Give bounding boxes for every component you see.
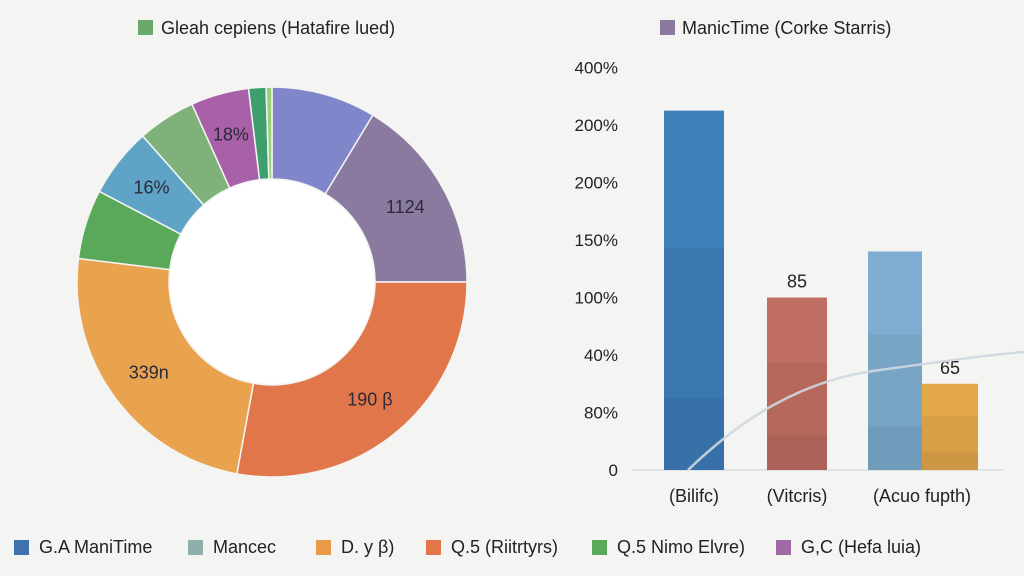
- donut-title: Gleah cepiens (Hatafire lued): [161, 18, 395, 38]
- bar-shade: [868, 426, 922, 470]
- donut-slice: [324, 114, 468, 283]
- bar-value-label: 65: [940, 358, 960, 378]
- legend-item: Q.5 Nimo Elvre): [592, 537, 745, 558]
- legend-swatch: [316, 540, 331, 555]
- legend-label: Q.5 Nimo Elvre): [617, 537, 746, 557]
- bar-chart: ManicTime (Corke Starris) 0 80% 40% 100% 150…: [575, 18, 1024, 506]
- legend-item: Q.5 (Riitrtyrs): [426, 537, 558, 558]
- bar: [767, 297, 827, 470]
- donut-hole: [170, 180, 374, 384]
- legend-swatch: [188, 540, 203, 555]
- legend-swatch: [592, 540, 607, 555]
- bar-shade: [767, 435, 827, 470]
- bar-shade: [767, 363, 827, 470]
- bar: [868, 251, 922, 470]
- bar-shade: [922, 416, 978, 470]
- bar-title: ManicTime (Corke Starris): [682, 18, 891, 38]
- bar-shade: [664, 247, 724, 470]
- legend-label: Mancec: [213, 537, 277, 557]
- legend-swatch: [776, 540, 791, 555]
- donut-slice: [235, 281, 468, 478]
- donut-slice: [76, 257, 255, 475]
- bar-shade: [664, 398, 724, 470]
- slice-label: 16%: [134, 178, 170, 198]
- x-category-label: (Acuo fupth): [873, 486, 971, 506]
- bar: [664, 110, 724, 470]
- legend-swatch: [426, 540, 441, 555]
- x-category-label: (Bilifc): [669, 486, 719, 506]
- legend-label: G.A ManiTime: [39, 537, 153, 557]
- x-category-label: (Vitcris): [767, 486, 828, 506]
- legend-item: G,C (Hefa luia): [776, 537, 921, 558]
- legend-item: D. y β): [316, 537, 394, 558]
- y-tick-label: 200%: [575, 174, 618, 193]
- bar-shade: [922, 452, 978, 470]
- legend-label: Q.5 (Riitrtyrs): [451, 537, 558, 557]
- bar-title-swatch: [660, 20, 675, 35]
- bar-shade: [868, 334, 922, 470]
- legend-item: G.A ManiTime: [14, 537, 152, 558]
- trend-line: [687, 350, 1024, 471]
- y-tick-label: 40%: [584, 346, 618, 365]
- donut-chart: Gleah cepiens (Hatafire lued) 1124 190 β 3…: [76, 18, 468, 478]
- y-tick-label: 100%: [575, 289, 618, 308]
- y-tick-label: 80%: [584, 404, 618, 423]
- y-tick-label: 150%: [575, 231, 618, 250]
- legend-label: G,C (Hefa luia): [801, 537, 922, 557]
- y-tick-label: 0: [609, 461, 618, 480]
- y-tick-label: 200%: [575, 116, 618, 135]
- legend-swatch: [14, 540, 29, 555]
- slice-label: 339n: [129, 363, 169, 383]
- y-tick-label: 400%: [575, 59, 618, 78]
- slice-label: 18%: [213, 125, 249, 145]
- slice-label: 1124: [386, 197, 425, 217]
- legend: G.A ManiTime Mancec D. y β) Q.5 (Riitrtyrs)…: [0, 530, 1024, 566]
- donut-slice: [265, 86, 273, 180]
- legend-label: D. y β): [341, 537, 395, 557]
- bar-value-label: 85: [787, 272, 807, 292]
- bar: [922, 383, 978, 470]
- slice-label: 190 β: [347, 390, 392, 410]
- donut-title-swatch: [138, 20, 153, 35]
- legend-item: Mancec: [188, 537, 276, 558]
